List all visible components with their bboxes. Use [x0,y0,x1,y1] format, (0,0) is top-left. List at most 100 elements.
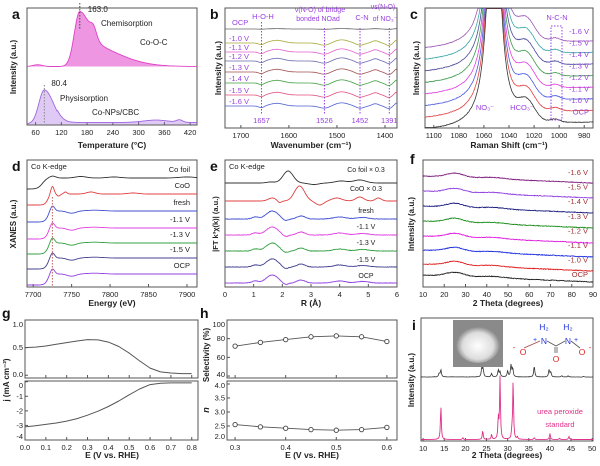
annotation: Chemisorption [101,19,153,28]
series-sample [420,363,594,378]
series-label: Co-NPs/CBC [92,108,139,117]
panel-e-xaxis-tick-label: 1 [252,290,256,299]
series-line [225,28,397,30]
panel-e-xaxis-tick-label: 2 [280,290,284,299]
panel-c-xaxis-tick-label: 1020 [526,131,543,140]
y-axis-label: Intensity (a.u.) [9,40,18,95]
series-line [224,226,398,238]
panel-h-bottom-frame [226,380,398,441]
panel-label-e: e [210,158,218,174]
panel-i-xaxis-tick-label: 10 [419,444,427,453]
series-label: -1.0 V [568,256,588,265]
panel-a-xaxis-tick-label: 300 [132,128,145,137]
x-axis-label: E (V vs. RHE) [285,450,339,460]
panel-e-xaxis-tick-label: 3 [309,290,313,299]
panel-f-xaxis-tick-label: 50 [504,290,512,299]
x-axis-label: Temperature (°C) [78,140,147,150]
series-label: -1.2 V [568,226,588,235]
panel-label-g: g [2,305,11,321]
series-line [224,274,398,285]
series-line [424,8,593,106]
x-axis-label: Energy (eV) [88,298,135,308]
x-axis-label: R (Å) [301,298,321,308]
y-axis-label: Selectivity (%) [202,328,211,383]
data-point [257,424,264,430]
panel-a-xaxis-tick-label: 360 [158,128,171,137]
panel-a-xaxis-tick-label: 240 [107,128,120,137]
panel-i-xaxis-tick-label: 30 [503,444,511,453]
marker-label: 1452 [352,116,369,125]
series-line [225,170,397,185]
series-line [424,8,594,118]
series-label: -1.1 V [229,43,249,52]
y-axis-label: XANES (a.u.) [9,199,18,248]
x-axis-label: E (V vs. RHE) [85,450,139,460]
panel-h-bottom-yaxis-tick-label: 4.0 [215,381,225,390]
series-line [27,252,197,270]
annotation: νs(N-O) [371,4,396,11]
series-line [24,339,192,375]
panel-h-xaxis-tick-label: 0.5 [331,443,341,452]
x-axis-label: Wavenumber (cm⁻¹) [271,140,352,150]
panel-label-d: d [12,158,21,174]
panel-b-frame [224,7,398,129]
series-line [423,260,594,272]
annotation: ν(N-O) of bridge [295,7,345,14]
panel-d-xaxis-tick-label: 7800 [102,290,119,299]
series-label: -1.4 V [569,50,589,59]
panel-i-frame [420,317,594,442]
series-line [225,79,398,86]
standard-label: urea peroxide [537,407,583,416]
series-line [225,57,398,64]
panel-label-c: c [410,6,418,22]
molecule-atom: H₂ [539,322,548,332]
marker-label: 1657 [253,116,270,125]
panel-h-top-yaxis-tick-label: 60 [217,353,225,362]
series-label: OCP [358,273,374,280]
x-axis-label: 2 Theta (degrees) [473,298,544,308]
panel-d-xaxis-tick-label: 7900 [179,290,196,299]
y-axis-label: Intensity (a.u.) [407,197,416,252]
molecule-atom: O [553,354,560,364]
y-axis-label: Intensity (a.u.) [214,41,223,96]
molecule-bond [570,340,581,349]
marker-label: 1526 [316,116,333,125]
annotation: bonded NOad [296,16,340,23]
series-label: fresh [358,208,374,215]
panel-g-bottom-yaxis-tick-label: -1 [16,392,23,401]
panel-c-xaxis-tick-label: 1040 [501,131,518,140]
data-point [257,339,264,346]
panel-h-top-frame [226,319,398,379]
panel-i-xaxis-tick-label: 40 [546,444,554,453]
panel-label-b: b [210,6,219,22]
series-label: -1.3 V [568,212,588,221]
series-line [424,8,594,72]
series-line [224,242,397,253]
series-line [225,39,398,46]
panel-a-xaxis-tick-label: 120 [55,128,68,137]
series-label: -1.1 V [569,85,589,94]
series-co-nps-cbc [26,89,197,125]
panel-g-xaxis-tick-label: 0.4 [103,443,113,452]
series-label: -1.6 V [229,97,249,106]
panel-h-bottom-yaxis-tick-label: 3.0 [215,407,225,416]
series-line [424,8,594,49]
panel-g-top-frame [24,319,199,379]
panel-h-top-yaxis-tick-label: 80 [217,334,225,343]
panel-g-bottom-yaxis-tick-label: -3 [16,421,23,430]
panel-d-xaxis-tick-label: 7750 [63,290,80,299]
series-line [423,202,594,214]
panel-h-xaxis-tick-label: 0.4 [280,443,290,452]
series-label: -1.2 V [569,73,589,82]
series-line [422,271,594,283]
ncn-region-box [550,25,563,121]
series-label: -1.2 V [229,52,249,61]
panel-b-xaxis-tick-label: 1600 [281,131,298,140]
panel-g-xaxis-tick-label: 0.5 [124,443,134,452]
series-label: OCP [573,108,589,117]
panel-h-xaxis-tick-label: 0.3 [230,443,240,452]
x-axis-label: 2 Theta (degrees) [472,450,543,460]
panel-i-xaxis-tick-label: 15 [440,444,448,453]
panel-f-xaxis-tick-label: 90 [589,290,597,299]
molecule-charge: - [589,343,592,352]
